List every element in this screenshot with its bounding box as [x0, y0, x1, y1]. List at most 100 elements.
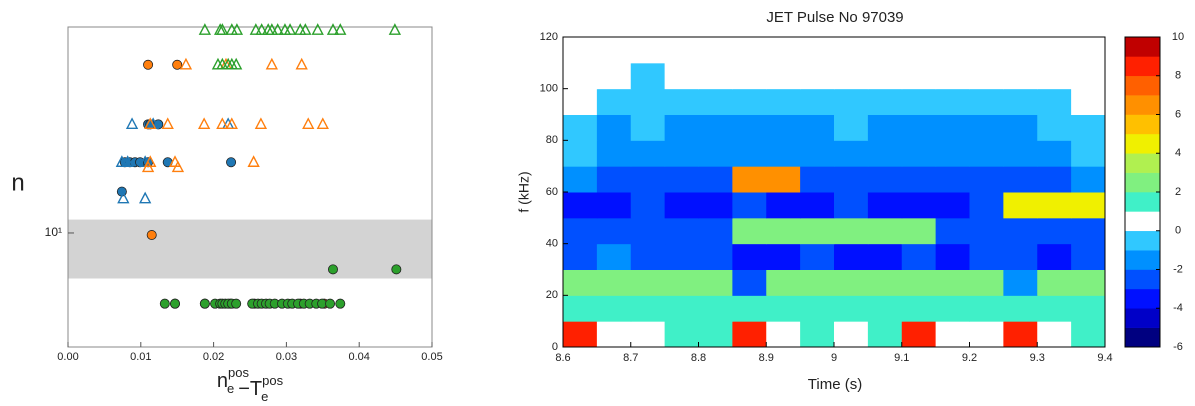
heat-cell — [1037, 62, 1072, 90]
circle-marker — [170, 298, 181, 309]
y-tick-label: 40 — [546, 238, 558, 250]
heat-cell — [935, 217, 970, 245]
triangle-marker — [225, 117, 238, 130]
heat-cell — [664, 37, 699, 64]
colorbar-tick-label: 10 — [1172, 31, 1184, 43]
heat-cell — [596, 166, 632, 193]
heat-cell — [766, 62, 801, 90]
triangle-marker — [302, 117, 315, 130]
heat-cell — [969, 114, 1004, 141]
heat-cell — [969, 37, 1004, 64]
heat-cell — [563, 269, 598, 296]
heat-cell — [664, 140, 699, 167]
triangle-marker — [198, 23, 212, 35]
heat-cell — [698, 192, 733, 219]
heat-cell — [563, 37, 598, 64]
triangle-marker — [271, 23, 284, 35]
colorbar-tick-label: -6 — [1173, 341, 1183, 353]
heat-cell — [834, 37, 869, 64]
triangle-marker — [121, 155, 134, 167]
triangle-marker — [388, 23, 402, 35]
heat-cell — [1003, 269, 1038, 296]
heat-cell — [630, 114, 666, 141]
heat-cell — [834, 269, 869, 296]
shaded-band — [68, 219, 432, 279]
heat-cell — [596, 88, 632, 115]
triangle-marker — [295, 57, 308, 70]
heat-cell — [596, 243, 632, 270]
heat-cell — [766, 243, 801, 270]
triangle-marker — [316, 117, 329, 130]
heat-cell — [630, 140, 666, 167]
heat-cell — [935, 192, 970, 219]
triangle-marker — [247, 155, 260, 167]
heat-cell — [766, 269, 801, 296]
colorbar-tick-label: 2 — [1175, 186, 1181, 198]
heat-cell — [596, 321, 632, 348]
x-tick-label: 8.8 — [691, 352, 706, 364]
label-base: n — [217, 370, 228, 392]
circle-marker — [143, 59, 154, 70]
heat-cell — [867, 114, 903, 141]
heat-cell — [732, 321, 767, 348]
heat-cell — [563, 295, 598, 322]
heat-cell — [664, 243, 699, 270]
triangle-marker — [230, 57, 243, 70]
colorbar-swatch — [1125, 95, 1160, 115]
x-tick-label: 9.4 — [1097, 352, 1112, 364]
heat-cell — [800, 37, 835, 64]
heat-cell — [901, 88, 937, 115]
heat-cell — [596, 62, 632, 90]
heat-cell — [935, 166, 970, 193]
heat-cell — [800, 166, 835, 193]
heat-cell — [800, 217, 835, 245]
heat-cell — [800, 62, 835, 90]
heat-cell — [935, 321, 970, 348]
heat-cell — [1071, 62, 1106, 90]
heat-cell — [630, 321, 666, 348]
heat-cell — [630, 217, 666, 245]
heat-cell — [630, 295, 666, 322]
heat-cell — [834, 62, 869, 90]
heat-cell — [1037, 192, 1072, 219]
heat-cell — [1037, 217, 1072, 245]
triangle-marker — [179, 57, 193, 70]
heat-cell — [1071, 166, 1106, 193]
triangle-marker — [265, 23, 278, 35]
heat-cell — [800, 243, 835, 270]
label-operator: − — [238, 378, 250, 400]
heat-cell — [800, 192, 835, 219]
heat-cell — [901, 166, 937, 193]
heat-cell — [867, 295, 903, 322]
heat-cell — [596, 295, 632, 322]
label-sub: e — [261, 389, 268, 401]
heat-cell — [800, 321, 835, 348]
heat-cell — [1071, 140, 1106, 167]
heat-cell — [630, 166, 666, 193]
heat-cell — [1071, 114, 1106, 141]
heat-cell — [1037, 243, 1072, 270]
heat-cell — [1003, 321, 1038, 348]
heat-cell — [698, 140, 733, 167]
heat-cell — [732, 140, 767, 167]
heat-cell — [766, 37, 801, 64]
colorbar-swatch — [1125, 288, 1160, 309]
triangle-marker — [117, 191, 130, 204]
heat-cell — [867, 140, 903, 167]
heat-cell — [664, 166, 699, 193]
y-tick-label: 80 — [546, 134, 558, 146]
heat-cell — [834, 295, 869, 322]
x-tick-label: 8.6 — [555, 352, 570, 364]
heat-cell — [766, 166, 801, 193]
heat-cell — [664, 295, 699, 322]
triangle-marker — [125, 117, 139, 130]
heat-cell — [664, 192, 699, 219]
heat-cell — [834, 166, 869, 193]
y-tick-label: 0 — [552, 341, 558, 353]
x-axis-label: Time (s) — [808, 376, 862, 393]
heat-cell — [1071, 243, 1106, 270]
heat-cell — [834, 192, 869, 219]
colorbar-swatch — [1125, 230, 1160, 251]
heat-cell — [766, 88, 801, 115]
